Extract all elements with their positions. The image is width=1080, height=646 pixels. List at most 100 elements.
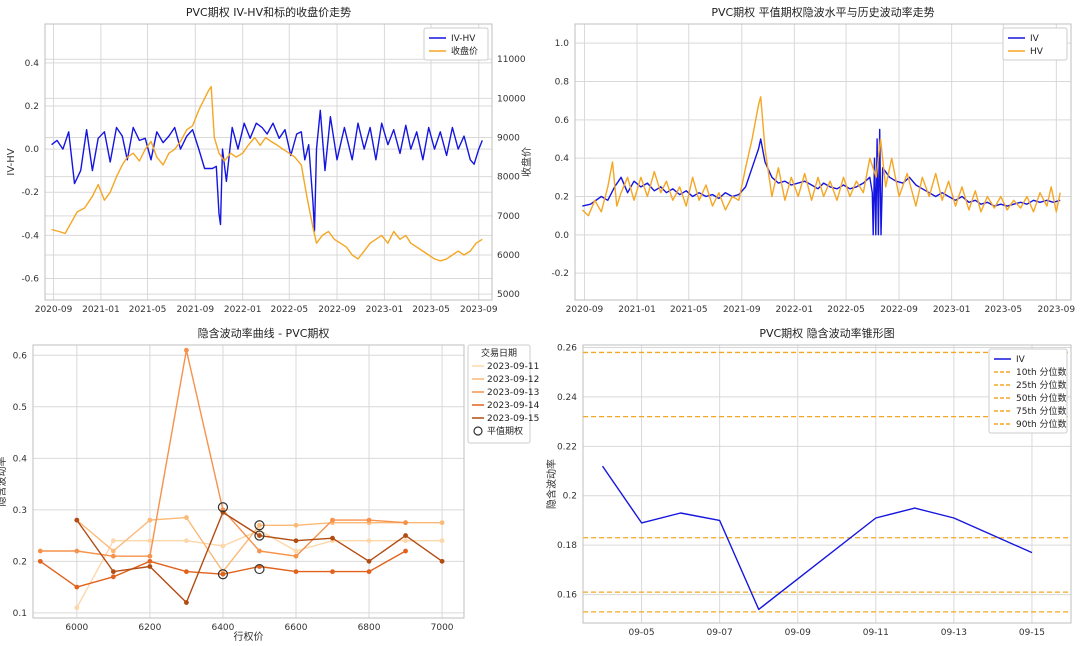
- x-tick-label: 2023-01: [366, 305, 404, 315]
- x-tick-label: 2021-05: [670, 305, 708, 315]
- x-tick-label: 2022-09: [318, 305, 356, 315]
- y-tick-label: 0.26: [557, 343, 577, 353]
- y2-tick-label: 9000: [497, 134, 520, 144]
- y-tick-label: 0.8: [555, 78, 570, 88]
- x-tick-label: 6200: [138, 623, 161, 633]
- legend-label: 25th 分位数: [1016, 379, 1067, 391]
- legend-box: [988, 348, 1068, 434]
- y-tick-label: 0.22: [557, 442, 577, 452]
- y-tick-label: 0.24: [557, 393, 577, 403]
- y-tick-label: 0.16: [557, 591, 577, 601]
- series-point: [147, 517, 153, 523]
- plot-frame: [574, 23, 1072, 301]
- legend-box: [1002, 27, 1068, 61]
- x-tick-label: 09-05: [628, 628, 654, 638]
- y2-tick-label: 10000: [497, 94, 526, 104]
- y-tick-label: 0.4: [555, 154, 570, 164]
- legend: 交易日期 2023-09-11 2023-09-12 2023-09-13 2023-0…: [467, 344, 540, 444]
- series-point: [184, 347, 189, 353]
- series-line: [582, 128, 1061, 236]
- legend-label: 平值期权: [487, 425, 523, 437]
- legend-swatch: [473, 426, 483, 436]
- y2-tick-label: 5000: [497, 290, 520, 300]
- y-axis-label: 隐含波动率: [0, 457, 8, 507]
- y-tick-label: -0.4: [21, 231, 39, 241]
- series-point: [330, 569, 335, 575]
- grid: [583, 345, 1071, 623]
- x-tick-label: 09-15: [1019, 628, 1045, 638]
- series-point: [403, 520, 408, 526]
- series-point: [184, 515, 189, 520]
- legend-label: 2023-09-14: [487, 401, 540, 411]
- series-line: [601, 465, 1033, 611]
- series-point: [257, 522, 262, 528]
- series-point: [74, 517, 80, 523]
- legend-label: 2023-09-15: [487, 414, 539, 424]
- series-point: [37, 558, 43, 564]
- series-point: [110, 574, 116, 580]
- y-tick-label: 0.4: [25, 59, 40, 69]
- x-tick-label: 6600: [285, 623, 308, 633]
- y-tick-label: 0.2: [25, 102, 39, 112]
- legend-label: IV-HV: [451, 34, 476, 44]
- x-tick-label: 2022-09: [880, 305, 918, 315]
- legend-label: 2023-09-11: [487, 362, 539, 372]
- legend-label: HV: [1030, 47, 1044, 57]
- series-point: [330, 517, 335, 523]
- legend-label: 90th 分位数: [1016, 418, 1067, 430]
- series-point: [366, 558, 372, 564]
- legend: IV HV: [1002, 27, 1068, 61]
- series-point: [147, 553, 153, 559]
- series-point: [110, 569, 116, 575]
- x-tick-label: 7000: [431, 623, 454, 633]
- series-point: [293, 553, 299, 559]
- series-point: [257, 564, 262, 569]
- legend-label: 50th 分位数: [1016, 392, 1067, 404]
- series-point: [220, 543, 226, 549]
- legend-label: 2023-09-12: [487, 375, 539, 385]
- x-tick-label: 2023-09: [460, 305, 498, 315]
- grid: [575, 24, 1071, 300]
- y-axis-label: IV-HV: [6, 148, 17, 175]
- chart-title: PVC期权 平值期权隐波水平与历史波动率走势: [711, 5, 934, 19]
- y-tick-label: 0.6: [555, 116, 570, 126]
- series-point: [110, 538, 116, 544]
- x-tick-label: 09-09: [785, 628, 811, 638]
- x-tick-label: 2022-01: [224, 305, 262, 315]
- y-tick-label: 0.18: [557, 541, 577, 551]
- series-point: [439, 558, 445, 564]
- x-tick-label: 09-13: [941, 628, 967, 638]
- x-tick-label: 09-11: [863, 628, 889, 638]
- y-tick-label: 0.0: [25, 145, 40, 155]
- series-point: [220, 510, 226, 515]
- y-tick-label: -0.2: [21, 188, 39, 198]
- y-tick-label: 0.2: [555, 193, 569, 203]
- atm-marker: [217, 569, 229, 580]
- series-point: [293, 548, 299, 554]
- y-tick-label: 0.4: [13, 454, 28, 464]
- series-point: [110, 548, 116, 554]
- legend-label: 75th 分位数: [1016, 405, 1067, 417]
- series-point: [220, 571, 226, 577]
- legend-label: 10th 分位数: [1016, 366, 1067, 378]
- chart-title: PVC期权 IV-HV和标的收盘价走势: [186, 5, 351, 19]
- chart-3: 隐含波动率曲线 - PVC期权 6000 6200 6400 6600 6800 7000 0…: [0, 326, 540, 643]
- series-line: [581, 96, 1061, 217]
- series-point: [257, 548, 262, 554]
- series-point: [366, 538, 372, 544]
- atm-marker: [254, 520, 265, 531]
- series-point: [74, 584, 80, 590]
- y-tick-label: 1.0: [555, 39, 570, 49]
- legend-box: [423, 27, 489, 61]
- series-point: [293, 538, 299, 544]
- x-tick-label: 2021-01: [82, 305, 120, 315]
- series-point: [184, 538, 189, 544]
- series-point: [147, 538, 153, 544]
- x-tick-label: 09-07: [707, 628, 733, 638]
- chart-1: PVC期权 IV-HV和标的收盘价走势 2020-09 2021-01 2021-05…: [6, 5, 533, 315]
- x-tick-label: 2020-09: [566, 305, 604, 315]
- y-axis-label: 隐含波动率: [545, 459, 558, 509]
- x-tick-label: 2022-01: [776, 305, 814, 315]
